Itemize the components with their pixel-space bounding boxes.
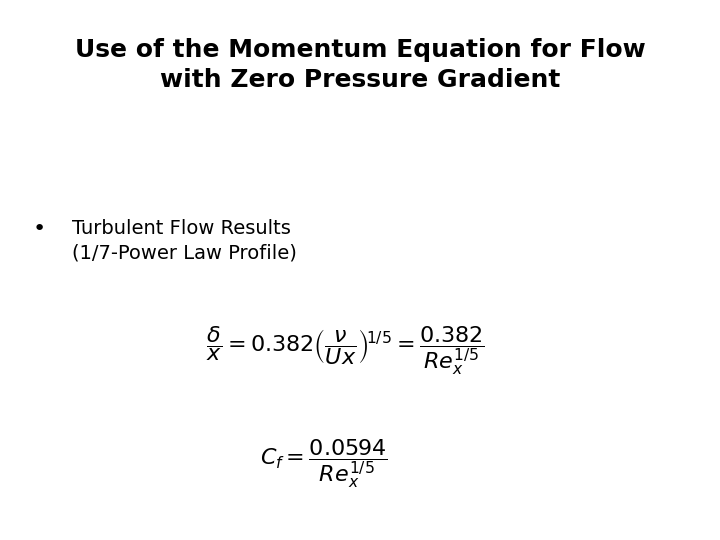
Text: Turbulent Flow Results
(1/7-Power Law Profile): Turbulent Flow Results (1/7-Power Law Pr… <box>72 219 297 262</box>
Text: $C_f = \dfrac{0.0594}{Re_x^{1/5}}$: $C_f = \dfrac{0.0594}{Re_x^{1/5}}$ <box>260 437 388 490</box>
Text: Use of the Momentum Equation for Flow
with Zero Pressure Gradient: Use of the Momentum Equation for Flow wi… <box>75 38 645 92</box>
Text: •: • <box>33 219 46 239</box>
Text: $\dfrac{\delta}{x} = 0.382\left(\dfrac{\nu}{Ux}\right)^{\!1/5} = \dfrac{0.382}{R: $\dfrac{\delta}{x} = 0.382\left(\dfrac{\… <box>206 324 485 376</box>
